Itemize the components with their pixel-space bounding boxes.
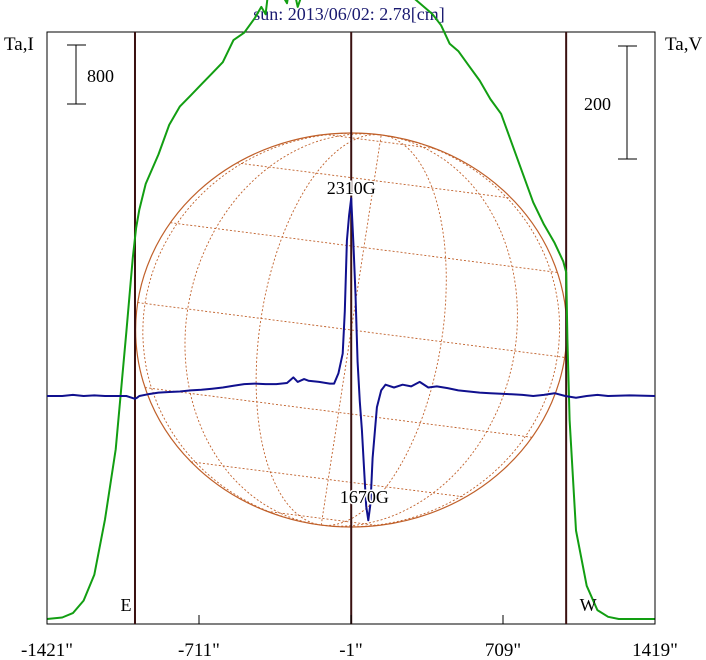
x-tick-label: -711" [178, 640, 220, 660]
x-tick-label: -1" [339, 640, 363, 660]
left-axis-label: Ta,I [4, 34, 34, 55]
series-line-i [46, 0, 655, 620]
x-tick-label: 709" [485, 640, 521, 660]
parallel-line [191, 461, 466, 498]
x-tick-label: -1421" [21, 640, 73, 660]
limb-label-w: W [580, 595, 597, 615]
intensity-scale-bar [67, 44, 86, 105]
polarization-scale-bar [618, 45, 637, 160]
series-line-v [47, 197, 656, 522]
meridian-line [321, 134, 561, 528]
polarization-scale-label: 200 [584, 94, 611, 114]
field-annotation: 2310G [327, 178, 376, 198]
meridian-line [321, 134, 518, 527]
chart-title: sun: 2013/06/02: 2.78[cm] [253, 4, 445, 24]
parallel-line [170, 222, 558, 273]
x-tick-label: 1419" [632, 640, 678, 660]
parallel-line [266, 510, 378, 526]
right-axis-label: Ta,V [665, 34, 702, 55]
intensity-scale-label: 800 [87, 66, 114, 86]
meridian-line [184, 133, 382, 526]
field-annotation: 1670G [340, 487, 389, 507]
limb-label-e: E [120, 595, 131, 615]
parallel-line [137, 302, 565, 358]
